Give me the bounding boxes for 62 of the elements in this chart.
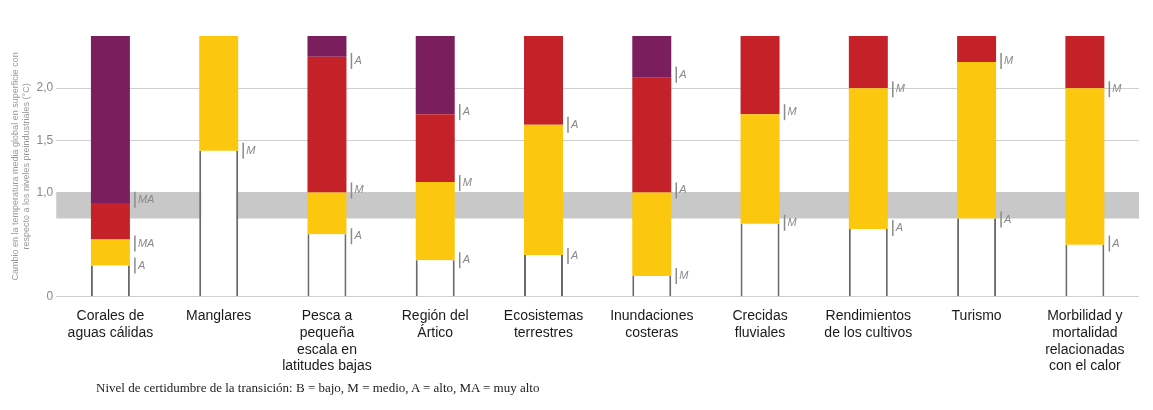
annotation: M bbox=[354, 183, 365, 196]
text: Nivel de certidumbre de la transición: B = bajo, M = medio, A = alto, MA = muy alto bbox=[96, 380, 541, 396]
x-tick-label: Rendimientos de los cultivos bbox=[824, 307, 913, 340]
bar bbox=[415, 36, 455, 115]
bar bbox=[632, 77, 672, 193]
annotation: A bbox=[461, 253, 471, 266]
bar bbox=[90, 202, 130, 240]
bar bbox=[524, 36, 563, 125]
x-tick-label: Turismo bbox=[951, 307, 1002, 324]
bar bbox=[740, 114, 780, 224]
bar bbox=[957, 62, 997, 219]
annotation: MA bbox=[137, 192, 155, 205]
y-tick-label: 1,0 bbox=[36, 184, 54, 199]
bar bbox=[740, 36, 780, 115]
bar bbox=[415, 114, 455, 183]
annotation: A bbox=[894, 221, 904, 234]
bar bbox=[957, 36, 997, 63]
y-tick-label: 0 bbox=[46, 289, 54, 304]
bar bbox=[307, 36, 347, 57]
x-tick-label: Morbilidad y mortalidad relacionadas con el calor bbox=[1045, 307, 1125, 374]
bar bbox=[415, 182, 455, 261]
bar bbox=[848, 88, 888, 229]
bar bbox=[632, 36, 672, 78]
annotation: A bbox=[569, 249, 579, 262]
bar bbox=[1065, 36, 1105, 89]
annotation: A bbox=[1111, 236, 1120, 249]
annotation: M bbox=[1004, 54, 1015, 67]
annotation: A bbox=[461, 105, 471, 118]
annotation: A bbox=[569, 117, 579, 130]
annotation: M bbox=[787, 105, 798, 118]
x-tick-label: Crecidas fluviales bbox=[732, 307, 788, 340]
annotation: M bbox=[679, 269, 690, 281]
y-tick-label: 2,0 bbox=[36, 80, 54, 95]
annotation: M bbox=[462, 176, 473, 189]
x-tick-label: Inundaciones costeras bbox=[610, 307, 694, 340]
bar bbox=[307, 56, 347, 193]
x-tick-label: Manglares bbox=[186, 307, 252, 324]
annotation: A bbox=[353, 229, 362, 242]
bar bbox=[90, 239, 130, 266]
x-tick-label: Ecosistemas terrestres bbox=[503, 307, 584, 340]
bar bbox=[1065, 88, 1105, 245]
y-axis-title: Cambio en la temperatura media global en superficie con respecto a los niveles preindustriales (°C) bbox=[9, 52, 31, 281]
annotation: M bbox=[787, 215, 798, 228]
annotation: A bbox=[1003, 212, 1012, 225]
annotation: MA bbox=[137, 236, 155, 249]
annotation: A bbox=[678, 183, 687, 196]
bar bbox=[632, 192, 672, 276]
bar bbox=[90, 36, 130, 203]
bar bbox=[524, 124, 563, 256]
bar bbox=[307, 192, 347, 235]
x-tick-label: Corales de aguas cálidas bbox=[67, 307, 154, 340]
annotation: M bbox=[895, 82, 906, 95]
bar bbox=[848, 36, 888, 89]
bar bbox=[199, 36, 239, 151]
x-tick-label: Región del Ártico bbox=[401, 307, 469, 340]
annotation: A bbox=[136, 258, 146, 271]
y-tick-label: 1,5 bbox=[36, 132, 54, 147]
annotation: A bbox=[678, 67, 687, 80]
annotation: M bbox=[246, 143, 257, 156]
annotation: M bbox=[1112, 82, 1123, 95]
annotation: A bbox=[353, 54, 362, 67]
x-tick-label: Pesca a pequeña escala en latitudes bajas bbox=[282, 307, 372, 374]
